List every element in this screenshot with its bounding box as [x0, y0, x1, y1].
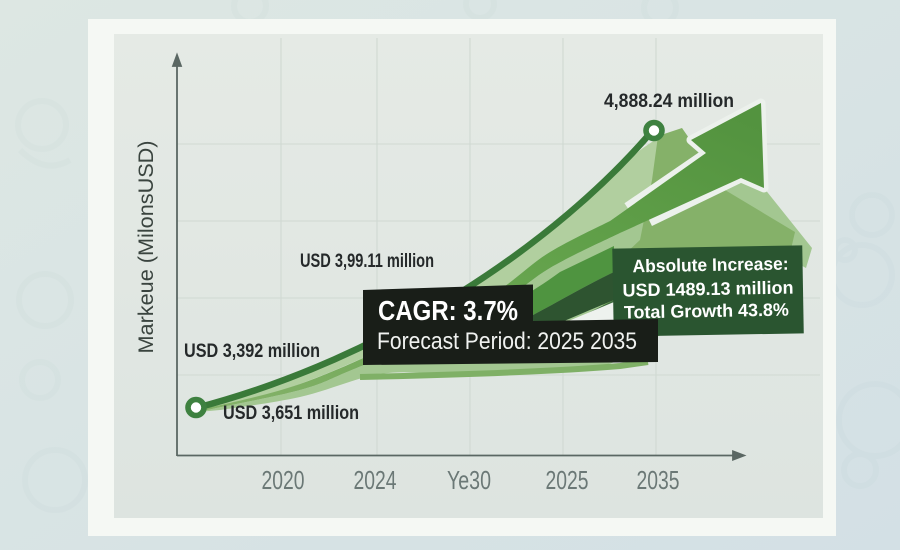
- svg-text:Markeue (MilonsUSD): Markeue (MilonsUSD): [135, 141, 158, 354]
- svg-text:2025: 2025: [546, 465, 589, 495]
- svg-text:2024: 2024: [354, 465, 397, 495]
- svg-text:USD 3,99.11 million: USD 3,99.11 million: [300, 251, 434, 272]
- svg-text:2035: 2035: [637, 465, 680, 495]
- svg-text:Absolute Increase:: Absolute Increase:: [632, 254, 788, 277]
- svg-text:USD 3,392 million: USD 3,392 million: [184, 341, 320, 362]
- svg-text:CAGR: 3.7%: CAGR: 3.7%: [378, 295, 518, 326]
- svg-text:Total Growth 43.8%: Total Growth 43.8%: [624, 300, 789, 323]
- svg-text:2020: 2020: [262, 465, 305, 495]
- svg-text:Ye30: Ye30: [447, 465, 491, 495]
- svg-text:Forecast Period: 2025 2035: Forecast Period: 2025 2035: [377, 328, 637, 355]
- svg-text:4,888.24 million: 4,888.24 million: [604, 91, 734, 112]
- svg-text:USD 1489.13 million: USD 1489.13 million: [622, 278, 793, 301]
- svg-text:USD 3,651 million: USD 3,651 million: [223, 403, 359, 424]
